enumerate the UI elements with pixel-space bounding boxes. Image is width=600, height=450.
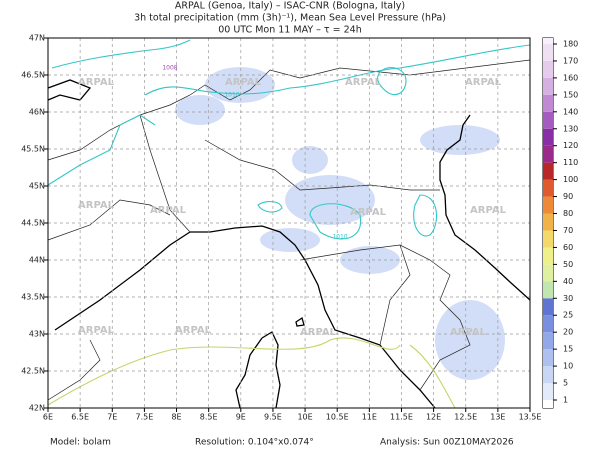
watermark: ARPAL [78,77,115,88]
lon-tick-label: 6.5E [71,413,89,422]
colorbar-swatch [543,38,553,44]
lat-tick-label: 42N [29,404,45,413]
watermark: ARPAL [465,77,502,88]
colorbar-swatch [543,349,553,367]
colorbar-swatch [543,145,553,163]
title-line: 00 UTC Mon 11 MAY – τ = 24h [218,25,362,36]
colorbar-swatch [543,213,553,231]
map: ARPAL ARPAL ARPAL ARPAL ARPAL ARPAL ARPAL ARPAL… [47,37,531,409]
colorbar-label: 25 [563,311,573,320]
colorbar-label: 40 [563,277,573,286]
lon-tick-label: 12.5E [454,413,477,422]
colorbar-label: 60 [563,243,573,252]
lat-tick-label: 46N [29,108,45,117]
watermark: ARPAL [175,325,212,336]
watermark: ARPAL [350,207,387,218]
colorbar-swatch [543,111,553,129]
lon-tick-label: 11E [362,413,377,422]
colorbar-label: 150 [563,90,578,99]
watermark: ARPAL [78,200,115,211]
lat-tick-label: 44.5N [21,219,45,228]
watermark: ARPAL [78,325,115,336]
pressure-isolines [47,39,531,409]
colorbar-label: 50 [563,260,573,269]
colorbar-swatch [543,315,553,333]
colorbar-label: 110 [563,158,578,167]
colorbar-label: 140 [563,107,578,116]
colorbar-swatch [543,383,553,400]
contour-label: 1008 [162,65,177,72]
lon-tick-label: 10E [297,413,312,422]
lon-tick-label: 7E [107,413,117,422]
colorbar-swatch [543,366,553,384]
lon-tick-label: 6E [43,413,53,422]
colorbar-label: 80 [563,209,573,218]
footer-analysis: Analysis: Sun 00Z10MAY2026 [380,438,514,448]
colorbar-label: 130 [563,124,578,133]
colorbar-swatch [543,179,553,197]
precipitation [175,67,505,380]
watermark: ARPAL [345,77,382,88]
colorbar-swatch [543,44,553,61]
lon-tick-label: 8.5E [200,413,218,422]
colorbar-swatch [543,128,553,146]
colorbar-swatch [543,332,553,350]
colorbar-label: 30 [563,294,573,303]
borders [47,59,531,401]
lon-tick-label: 12E [426,413,441,422]
colorbar-swatch [543,281,553,299]
lat-tick-label: 45N [29,182,45,191]
colorbar-label: 100 [563,175,578,184]
watermark: ARPAL [470,205,507,216]
footer-model: Model: bolam [50,438,111,448]
colorbar-swatch [543,230,553,248]
watermark: ARPAL [450,327,487,338]
colorbar-label: 170 [563,56,578,65]
lat-tick-label: 45.5N [21,145,45,154]
lon-tick-label: 8E [171,413,181,422]
colorbar-label: 1 [563,396,568,405]
lon-tick-label: 11.5E [390,413,413,422]
colorbar-label: 10 [563,362,573,371]
contour-label: 1010 [224,92,239,99]
watermark: ARPAL [150,205,187,216]
lon-tick-label: 7.5E [136,413,154,422]
footer-resolution: Resolution: 0.104°x0.074° [195,438,314,448]
colorbar-swatch [543,264,553,282]
lat-tick-label: 42.5N [21,367,45,376]
colorbar-swatch [543,162,553,180]
colorbar-label: 15 [563,345,573,354]
watermark: ARPAL [225,77,262,88]
colorbar-label: 5 [563,379,568,388]
lat-tick-label: 43.5N [21,293,45,302]
lat-tick-label: 47N [29,34,45,43]
colorbar-swatch [543,77,553,95]
colorbar-swatch [543,298,553,316]
watermark: ARPAL [300,327,337,338]
lat-tick-label: 46.5N [21,71,45,80]
lon-tick-label: 10.5E [326,413,349,422]
colorbar-label: 160 [563,73,578,82]
lon-tick-label: 9.5E [264,413,282,422]
lon-tick-label: 13.5E [519,413,542,422]
title-line: 3h total precipitation (mm (3h)⁻¹), Mean… [134,13,446,24]
lat-tick-label: 43N [29,330,45,339]
lon-tick-label: 9E [236,413,246,422]
lon-tick-label: 13E [490,413,505,422]
colorbar-label: 120 [563,141,578,150]
colorbar-swatch [543,247,553,265]
colorbar-swatch [543,94,553,112]
colorbar-label: 20 [563,328,573,337]
colorbar-label: 70 [563,226,573,235]
title-line: ARPAL (Genoa, Italy) – ISAC-CNR (Bologna… [175,1,405,12]
colorbar-label: 180 [563,40,578,49]
colorbar-swatch [543,196,553,214]
contour-label: 1010 [332,234,347,241]
lat-tick-label: 44N [29,256,45,265]
colorbar-label: 90 [563,192,573,201]
colorbar-swatch [543,60,553,78]
colorbar-swatch [543,400,553,408]
